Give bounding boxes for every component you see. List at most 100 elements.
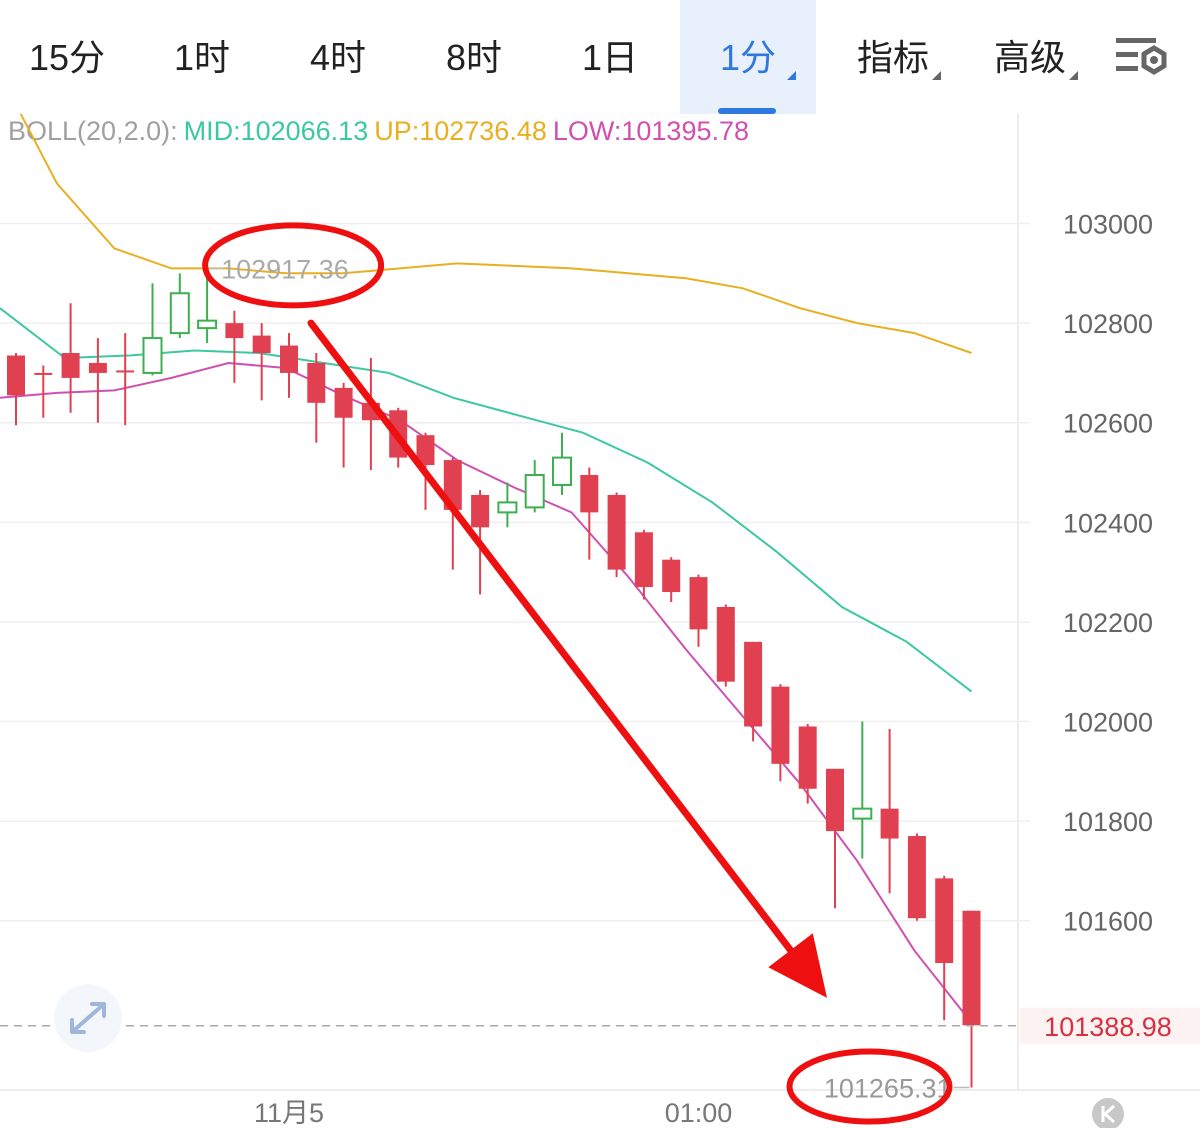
- candle-body: [307, 362, 326, 403]
- candle-body: [935, 878, 954, 964]
- tab-advanced-label: 高级: [993, 37, 1066, 78]
- candle-body: [880, 808, 899, 839]
- candle: [116, 333, 135, 426]
- candle-body: [416, 435, 435, 466]
- high-value-label: 102917.36: [221, 254, 349, 284]
- candle: [142, 283, 163, 376]
- settings-icon[interactable]: [1112, 34, 1172, 84]
- candle-body: [634, 532, 653, 588]
- candle: [607, 492, 626, 578]
- boll-name: BOLL(20,2.0):: [8, 116, 178, 146]
- candle-body: [7, 355, 25, 396]
- tab-15m-label: 15分: [28, 37, 106, 78]
- candle: [497, 482, 518, 528]
- y-axis: 103000 102800 102600 102400 102200 102000 1018…: [1063, 210, 1153, 937]
- dropdown-triangle-icon: [932, 71, 941, 80]
- candle-body: [907, 836, 926, 919]
- tab-indicators-label: 指标: [856, 37, 929, 78]
- candle: [962, 910, 981, 1088]
- candle: [169, 273, 190, 339]
- candle-body: [771, 686, 790, 764]
- trend-arrow-head: [768, 933, 827, 998]
- candle: [34, 365, 53, 418]
- candle: [252, 323, 271, 401]
- candle: [524, 460, 545, 513]
- candle: [880, 728, 899, 894]
- candlestick-chart: 103000 102800 102600 102400 102200 102000 1018…: [0, 114, 1200, 1128]
- tab-advanced[interactable]: 高级: [975, 0, 1085, 114]
- candle: [552, 432, 572, 495]
- candle-body: [280, 345, 298, 373]
- y-tick-label: 103000: [1063, 210, 1153, 240]
- tab-1d[interactable]: 1日: [558, 0, 662, 114]
- y-tick-label: 101600: [1063, 907, 1153, 937]
- candle-body: [852, 807, 873, 820]
- x-tick-label: 01:00: [665, 1098, 733, 1128]
- tab-1m[interactable]: 1分: [680, 0, 816, 114]
- tab-4h[interactable]: 4时: [286, 0, 390, 114]
- candle-body: [497, 501, 518, 514]
- timeframe-tabbar: 15分 1时 4时 8时 1日 1分 指标 高级: [0, 0, 1200, 114]
- active-tab-underline: [718, 108, 776, 114]
- candle-body: [744, 641, 763, 727]
- candle: [197, 268, 218, 344]
- candle-body: [662, 559, 681, 593]
- boll-legend: BOLL(20,2.0): MID:102066.13 UP:102736.48 LO…: [8, 116, 755, 147]
- candle-body: [197, 319, 218, 330]
- candle: [280, 333, 298, 398]
- boll-bands: [0, 114, 973, 1024]
- x-tick-label: 11月5: [254, 1098, 324, 1128]
- candle-body: [169, 292, 190, 335]
- chart-grid: [0, 114, 1200, 1091]
- x-axis: 11月5 01:00: [254, 1098, 732, 1128]
- candle-body: [552, 456, 572, 486]
- candle: [716, 604, 735, 687]
- boll-mid: MID:102066.13: [183, 116, 369, 146]
- candle-body: [252, 335, 271, 354]
- candle: [826, 768, 844, 909]
- k-logo-glyph: [1101, 1104, 1115, 1124]
- candle: [61, 303, 80, 413]
- candle-body: [88, 362, 107, 373]
- y-tick-label: 101800: [1063, 807, 1153, 837]
- candle-body: [962, 910, 981, 1026]
- candle-body: [334, 387, 353, 418]
- candle-body: [471, 494, 490, 528]
- last-price-label: 101388.98: [1044, 1012, 1172, 1042]
- tab-15m[interactable]: 15分: [15, 0, 119, 114]
- boll-low: LOW:101395.78: [552, 116, 750, 146]
- tab-1h[interactable]: 1时: [150, 0, 254, 114]
- candle: [689, 574, 708, 647]
- candle: [580, 467, 599, 560]
- candle-body: [34, 372, 53, 375]
- y-tick-label: 102800: [1063, 309, 1153, 339]
- tab-1d-label: 1日: [581, 37, 639, 78]
- candle: [852, 721, 873, 859]
- y-tick-label: 102200: [1063, 608, 1153, 638]
- candle-body: [716, 606, 735, 682]
- candle-body: [580, 475, 599, 513]
- low-circle: [786, 1048, 953, 1125]
- tab-1m-label: 1分: [719, 37, 777, 78]
- candles: [7, 268, 981, 1088]
- annotations: 101388.98 102917.36 101265.31: [0, 222, 1200, 1128]
- tab-indicators[interactable]: 指标: [838, 0, 948, 114]
- candle: [7, 353, 25, 426]
- dropdown-triangle-icon: [1069, 71, 1078, 80]
- candle: [225, 310, 244, 383]
- candle-body: [225, 323, 244, 339]
- candle-body: [116, 370, 135, 373]
- tab-8h[interactable]: 8时: [422, 0, 526, 114]
- expand-icon: [54, 984, 122, 1052]
- candle: [634, 529, 653, 600]
- y-tick-label: 102000: [1063, 708, 1153, 738]
- boll-up-line: [19, 114, 972, 354]
- trend-arrow-shaft: [307, 319, 795, 954]
- y-tick-label: 102600: [1063, 409, 1153, 439]
- tab-1h-label: 1时: [173, 37, 231, 78]
- candle-body: [142, 337, 163, 374]
- expand-arrows: [70, 1002, 106, 1034]
- candle: [771, 684, 790, 782]
- candle: [88, 338, 107, 423]
- candle: [935, 875, 954, 1021]
